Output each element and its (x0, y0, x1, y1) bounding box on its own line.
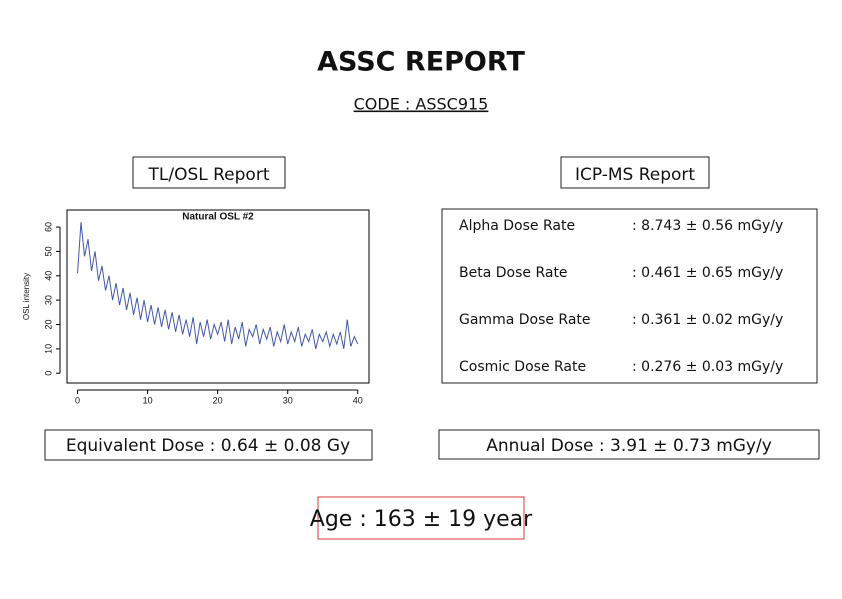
plot-frame (66, 209, 370, 384)
row-value: : 0.361 ± 0.02 mGy/y (632, 312, 783, 328)
x-tick-label: 40 (353, 395, 363, 405)
osl-curve (77, 222, 359, 350)
equivalent-dose: Equivalent Dose : 0.64 ± 0.08 Gy (66, 436, 350, 456)
y-axis-label: OSL intensity (22, 273, 31, 320)
y-tick-label: 30 (43, 295, 53, 305)
row-label: Gamma Dose Rate (459, 312, 591, 328)
row-value: : 0.461 ± 0.65 mGy/y (632, 265, 783, 281)
age-box (317, 496, 525, 540)
result-box (44, 429, 373, 461)
row-value: : 0.276 ± 0.03 mGy/y (632, 359, 783, 375)
x-tick-label: 10 (143, 395, 153, 405)
y-tick-label: 0 (43, 371, 53, 376)
row-label: Cosmic Dose Rate (459, 359, 586, 375)
section-heading: ICP-MS Report (575, 165, 695, 185)
dose-rate-table (441, 208, 818, 384)
section-heading-box (560, 156, 710, 189)
report-title: ASSC REPORT (317, 47, 525, 78)
age: Age : 163 ± 19 year (310, 507, 533, 532)
x-tick-label: 30 (283, 395, 293, 405)
x-tick-label: 0 (75, 395, 80, 405)
y-tick-label: 40 (43, 271, 53, 281)
chart-title: Natural OSL #2 (182, 212, 254, 223)
row-label: Alpha Dose Rate (459, 218, 575, 234)
section-heading: TL/OSL Report (148, 165, 270, 185)
x-tick-label: 20 (213, 395, 223, 405)
y-tick-label: 20 (43, 320, 53, 330)
report-code: CODE : ASSC915 (354, 95, 489, 114)
section-heading-box (132, 156, 286, 189)
result-box (438, 429, 820, 460)
annual-dose: Annual Dose : 3.91 ± 0.73 mGy/y (486, 436, 772, 456)
y-tick-label: 60 (43, 222, 53, 232)
row-value: : 8.743 ± 0.56 mGy/y (632, 218, 783, 234)
row-label: Beta Dose Rate (459, 265, 568, 281)
y-tick-label: 10 (43, 344, 53, 354)
y-tick-label: 50 (43, 246, 53, 256)
